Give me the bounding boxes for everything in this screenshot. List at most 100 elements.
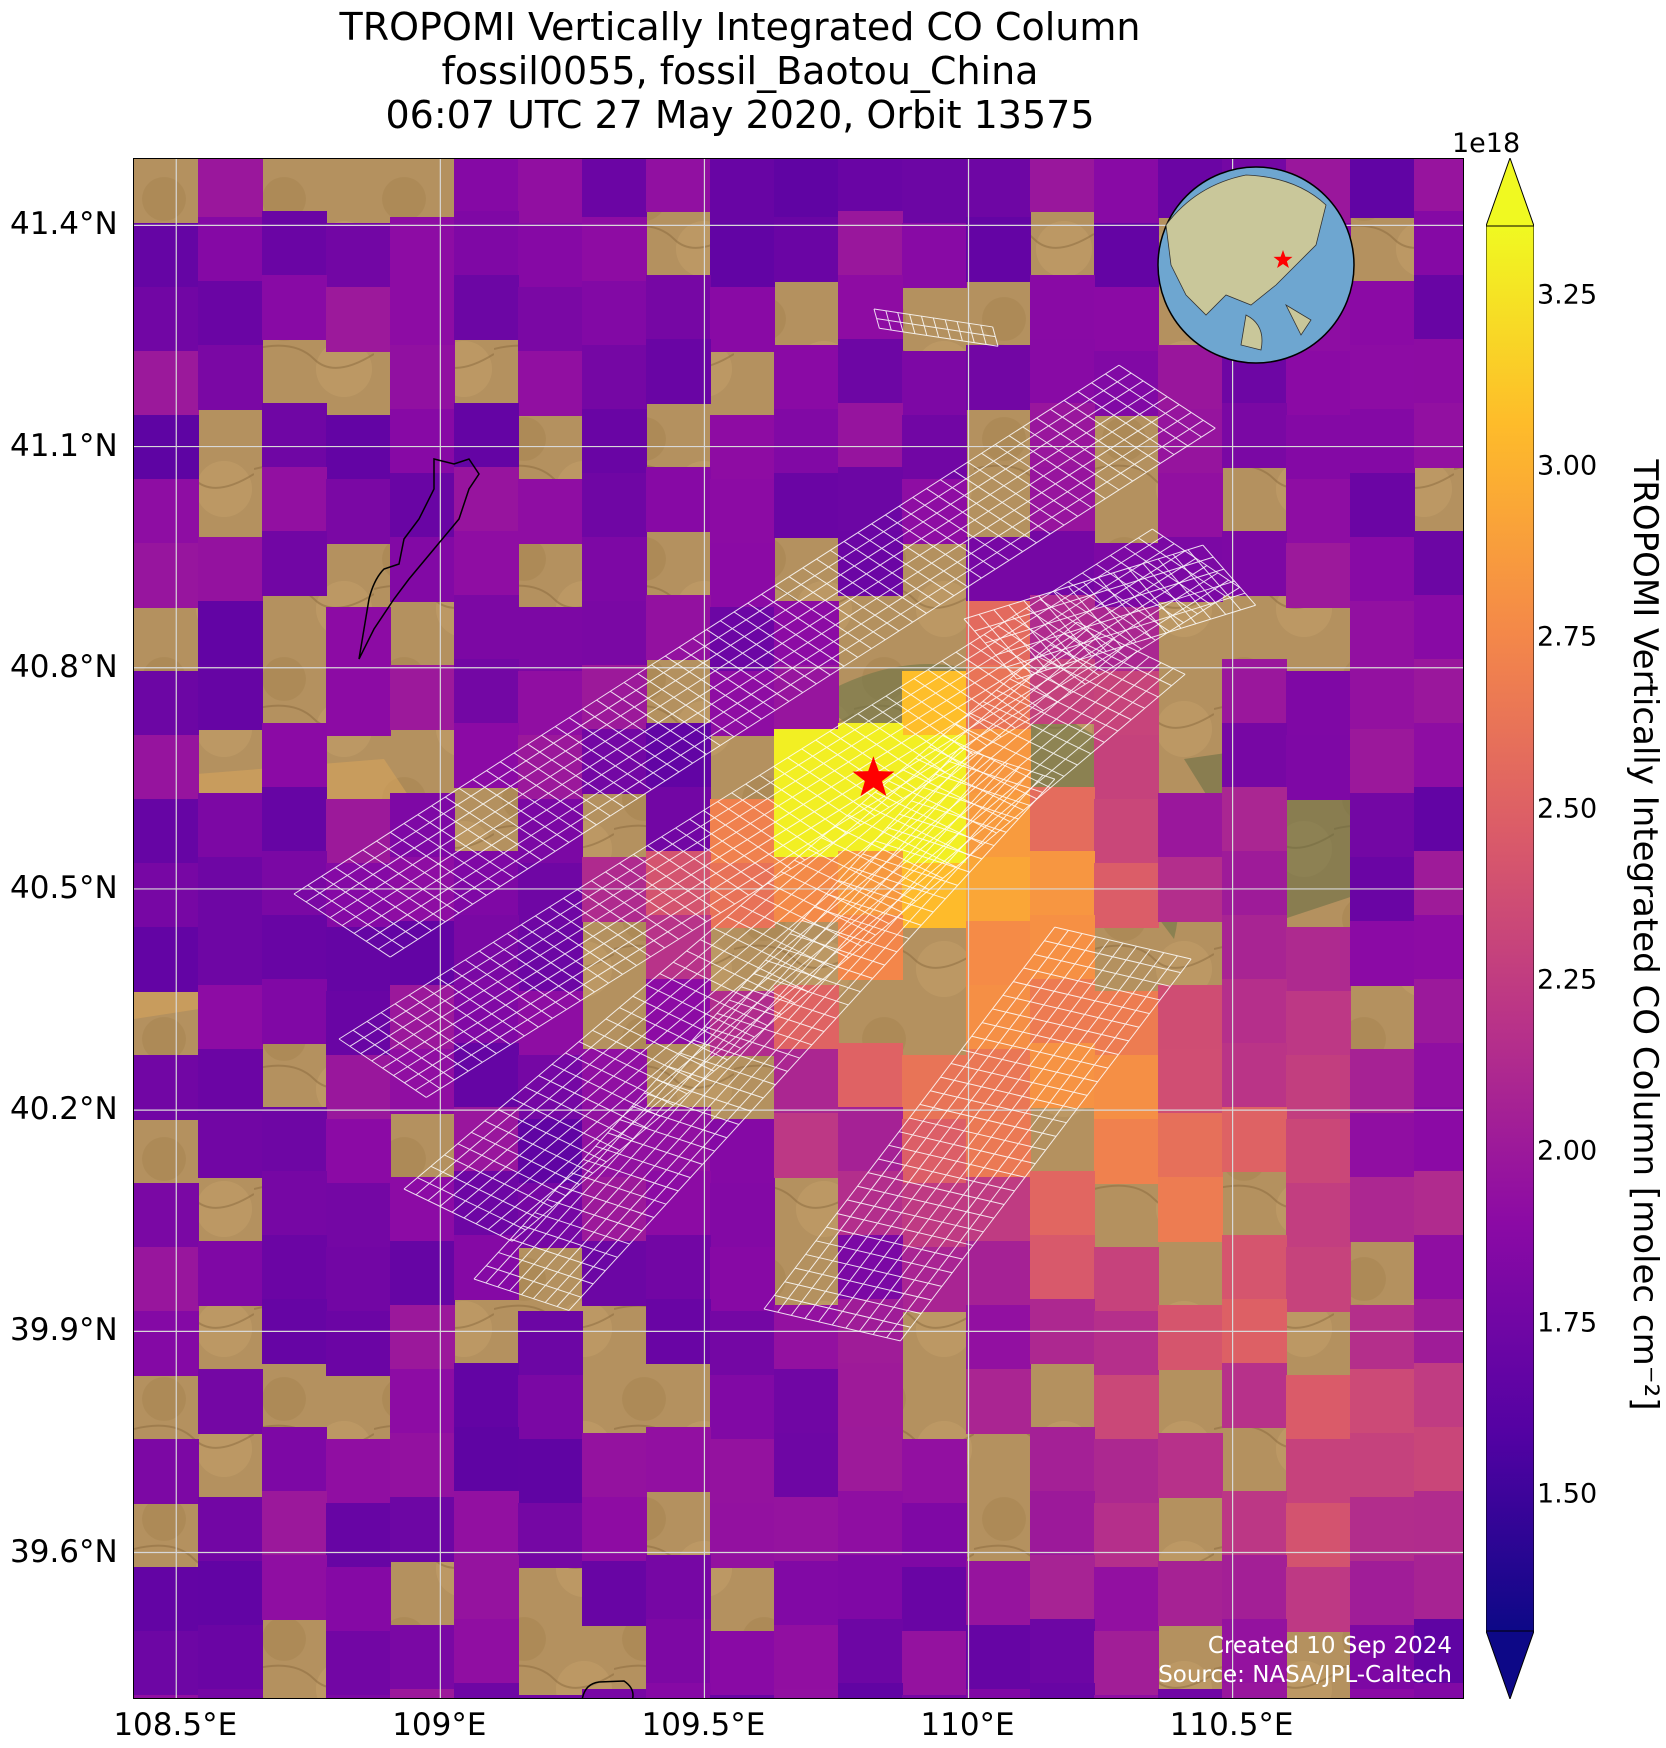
co-pixel [774,1689,839,1698]
co-pixel [710,1375,775,1440]
co-pixel [198,1689,263,1698]
co-pixel [1094,1247,1159,1312]
map-panel[interactable]: Created 10 Sep 2024 Source: NASA/JPL-Cal… [133,158,1464,1699]
co-pixel [838,339,903,404]
co-pixel [518,1375,583,1440]
co-pixel [390,985,455,1050]
co-pixel [1222,723,1287,788]
co-pixel [966,159,1031,218]
co-pixel [710,1247,775,1312]
co-pixel [1414,1363,1463,1428]
co-pixel [262,723,327,788]
co-pixel [1350,345,1415,410]
co-pixel [838,467,903,532]
co-pixel [1222,1235,1287,1300]
co-pixel [774,217,839,282]
co-pixel [1414,403,1463,468]
co-pixel [774,1561,839,1626]
credit-source: Source: NASA/JPL-Caltech [1158,1662,1452,1688]
co-pixel [902,223,967,288]
lon-tick-label: 110°E [920,1707,1015,1743]
colorbar-exponent: 1e18 [1452,128,1521,159]
co-pixel [1350,1049,1415,1114]
co-pixel [1030,1171,1095,1236]
co-pixel [198,159,263,218]
co-pixel [326,1119,391,1184]
co-pixel [198,537,263,602]
co-pixel [326,607,391,672]
graticule [134,159,1463,1698]
co-pixel [1414,915,1463,980]
co-pixel [454,659,519,724]
co-pixel [646,595,711,660]
co-pixel [710,287,775,352]
co-pixel [390,1177,455,1242]
co-pixel [582,409,647,474]
globe-land-asia [1165,174,1327,316]
co-pixel [198,601,263,666]
co-pixel [1030,1683,1095,1698]
lat-tick-label: 41.4°N [10,206,118,243]
co-pixel [1094,1375,1159,1440]
co-pixel [646,275,711,340]
co-pixel [1222,1491,1287,1556]
co-pixel [454,1235,519,1300]
co-pixel [454,1491,519,1556]
co-pixel [1286,991,1351,1056]
co-pixel [1222,979,1287,1044]
co-pixel [582,281,647,346]
co-pixel [326,479,391,544]
co-pixel [1414,851,1463,916]
co-pixel [518,863,583,928]
co-pixel [838,211,903,276]
co-pixel [1350,1113,1415,1178]
co-pixel [966,985,1031,1050]
co-pixel [390,1049,455,1114]
co-pixel [518,735,583,800]
co-pixel [1222,787,1287,852]
co-pixel [262,1555,327,1620]
lat-tick-label: 40.2°N [10,1091,118,1128]
co-pixel [710,607,775,672]
co-pixel [710,1119,775,1184]
co-pixel [134,351,199,416]
co-pixel [1414,1491,1463,1556]
footprint-strip [293,364,1216,958]
co-pixel [582,1433,647,1498]
co-pixel [902,159,967,224]
co-pixel [1414,723,1463,788]
co-pixel [1094,671,1159,736]
co-pixel [390,345,455,410]
co-pixel [134,799,199,864]
co-pixel [1030,787,1095,852]
co-pixel [646,851,711,916]
co-pixel [518,351,583,416]
colorbar-tick-label: 1.50 [1537,1478,1598,1510]
co-pixel [1350,1433,1415,1498]
colorbar [1486,158,1534,1699]
source-star [852,756,895,797]
footprint-strip [338,528,1240,1098]
lake-outline [358,458,480,660]
co-pixel [838,1619,903,1684]
title-line-2: fossil0055, fossil_Baotou_China [441,49,1039,93]
co-pixel [710,799,775,864]
co-pixel [646,1619,711,1684]
co-pixel [1030,1235,1095,1300]
co-pixel [134,671,199,736]
co-pixel [1094,799,1159,864]
co-pixel [1414,787,1463,852]
co-pixel [774,1113,839,1178]
co-pixel [518,1183,583,1248]
co-pixel [774,1369,839,1434]
globe-land-southeast [1240,303,1312,351]
co-pixel [1414,1619,1463,1684]
co-pixel [1030,1043,1095,1108]
co-pixel [902,1695,967,1698]
co-pixel [1414,1107,1463,1172]
co-pixel [838,159,903,212]
co-pixel [198,665,263,730]
co-pixel [198,1625,263,1690]
co-pixel [1350,921,1415,986]
co-pixel [198,985,263,1050]
